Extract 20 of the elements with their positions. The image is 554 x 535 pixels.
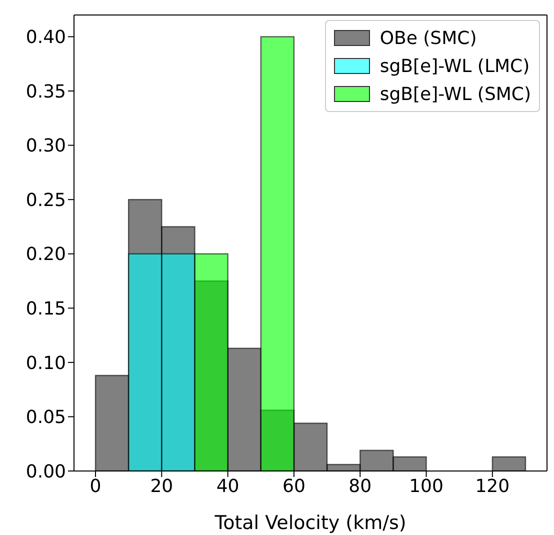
y-tick-label: 0.20 [26, 244, 66, 266]
legend-label: sgB[e]-WL (SMC) [380, 84, 531, 104]
y-tick-label: 0.10 [26, 352, 66, 374]
x-tick-label: 20 [150, 476, 174, 497]
legend-label: OBe (SMC) [380, 28, 477, 48]
x-tick-label: 60 [282, 476, 306, 497]
x-tick-label: 100 [409, 476, 444, 497]
legend-label: sgB[e]-WL (LMC) [380, 56, 530, 76]
x-tick-label: 80 [348, 476, 372, 497]
y-tick-label: 0.40 [26, 27, 66, 48]
y-tick-label: 0.30 [26, 136, 66, 157]
y-tick-label: 0.05 [26, 407, 66, 428]
y-tick-label: 0.15 [26, 298, 66, 320]
y-tick-label: 0.00 [26, 461, 66, 482]
y-tick-label: 0.25 [26, 190, 66, 211]
x-tick-label: 40 [216, 476, 240, 497]
x-axis-title: Total Velocity (km/s) [214, 512, 406, 534]
x-tick-label: 0 [90, 476, 102, 497]
y-tick-label: 0.35 [26, 81, 66, 102]
x-tick-label: 120 [475, 476, 510, 497]
